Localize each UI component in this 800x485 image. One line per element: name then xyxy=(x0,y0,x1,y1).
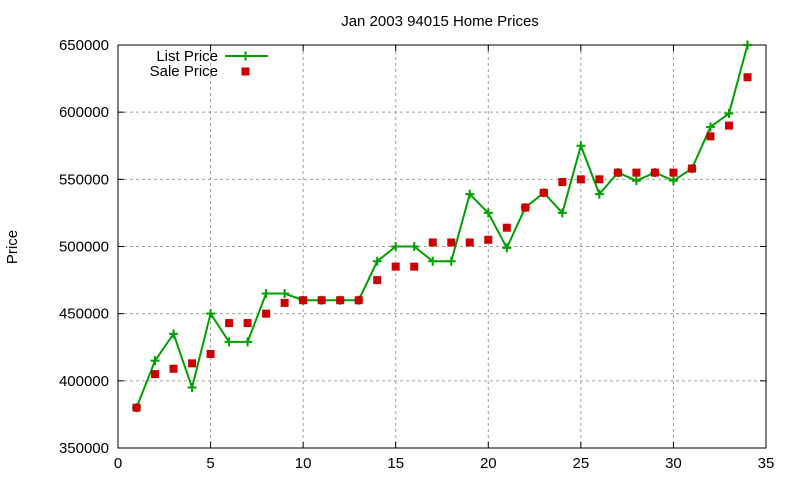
sale-price-point xyxy=(669,168,678,177)
sale-price-point xyxy=(410,262,419,271)
y-tick-label: 450000 xyxy=(59,306,109,323)
sale-price-point xyxy=(225,319,234,328)
sale-price-point xyxy=(391,262,400,271)
legend-label-sale-price: Sale Price xyxy=(150,63,218,80)
list-price-point xyxy=(576,141,586,151)
y-tick-label: 650000 xyxy=(59,37,109,54)
sale-price-point xyxy=(632,168,641,177)
sale-price-point xyxy=(280,298,289,307)
list-price-point xyxy=(631,176,641,186)
sale-price-point xyxy=(299,296,308,305)
list-price-point xyxy=(502,243,512,253)
y-tick-label: 500000 xyxy=(59,239,109,256)
sale-price-point xyxy=(613,168,622,177)
list-price-point xyxy=(742,40,752,50)
list-price-point xyxy=(705,122,715,132)
x-tick-label: 15 xyxy=(387,455,404,472)
list-price-point xyxy=(594,189,604,199)
list-price-point xyxy=(372,256,382,266)
grid xyxy=(118,45,766,448)
list-price-point xyxy=(465,189,475,199)
list-price-point xyxy=(668,176,678,186)
sale-price-point xyxy=(447,238,456,247)
list-price-point xyxy=(446,256,456,266)
sale-price-point xyxy=(465,238,474,247)
y-tick-label: 350000 xyxy=(59,440,109,457)
sale-price-point xyxy=(595,175,604,184)
x-tick-label: 25 xyxy=(573,455,590,472)
series-layer xyxy=(132,40,752,413)
sale-price-point xyxy=(354,296,363,305)
y-tick-label: 550000 xyxy=(59,171,109,188)
sale-price-point xyxy=(650,168,659,177)
y-tick-label: 600000 xyxy=(59,104,109,121)
chart-title: Jan 2003 94015 Home Prices xyxy=(341,13,539,30)
series-list-price xyxy=(132,40,752,413)
list-price-point xyxy=(224,337,234,347)
sale-price-point xyxy=(336,296,345,305)
list-price-point xyxy=(409,242,419,251)
sale-price-point xyxy=(539,188,548,197)
sale-price-point xyxy=(428,238,437,247)
list-price-point xyxy=(261,289,271,299)
series-sale-price xyxy=(132,73,752,412)
y-axis-label: Price xyxy=(4,230,21,264)
x-tick-label: 30 xyxy=(665,455,682,472)
sale-price-point xyxy=(132,403,141,412)
list-price-point xyxy=(391,242,401,251)
legend: List Price Sale Price xyxy=(150,48,268,80)
sale-price-point xyxy=(243,319,252,328)
sale-price-point xyxy=(687,164,696,173)
y-tick-label: 400000 xyxy=(59,373,109,390)
list-price-point xyxy=(150,356,160,366)
sale-price-point xyxy=(151,370,160,379)
sale-price-point xyxy=(502,223,511,232)
legend-label-list-price: List Price xyxy=(156,48,218,65)
sale-price-point xyxy=(206,349,215,358)
x-tick-label: 20 xyxy=(480,455,497,472)
list-price-point xyxy=(280,289,290,299)
list-price-point xyxy=(206,309,216,319)
sale-price-point xyxy=(558,178,567,187)
sale-price-point xyxy=(484,235,493,244)
axis-ticks: 0 5 10 15 20 25 30 35 350000 400000 450000 500000 55… xyxy=(59,37,774,472)
sale-price-point xyxy=(724,121,733,130)
list-price-point xyxy=(724,109,734,119)
x-tick-label: 10 xyxy=(295,455,312,472)
sale-price-point xyxy=(169,364,178,373)
list-price-point xyxy=(243,337,253,347)
x-tick-label: 35 xyxy=(758,455,775,472)
sale-price-point xyxy=(706,132,715,141)
list-price-point xyxy=(187,383,197,393)
list-price-point xyxy=(428,256,438,266)
list-price-point xyxy=(169,329,179,339)
sale-price-point xyxy=(576,175,585,184)
sale-price-point xyxy=(317,296,326,305)
sale-price-point xyxy=(743,73,752,82)
legend-marker-list-price xyxy=(241,51,250,61)
x-tick-label: 0 xyxy=(114,455,122,472)
x-tick-label: 5 xyxy=(206,455,214,472)
legend-marker-sale-price xyxy=(241,67,250,76)
list-price-point xyxy=(483,208,493,218)
list-price-point xyxy=(557,208,567,218)
sale-price-point xyxy=(188,359,197,368)
list-price-line xyxy=(135,44,749,409)
sale-price-point xyxy=(262,309,271,318)
sale-price-point xyxy=(373,276,382,285)
sale-price-point xyxy=(521,203,530,212)
